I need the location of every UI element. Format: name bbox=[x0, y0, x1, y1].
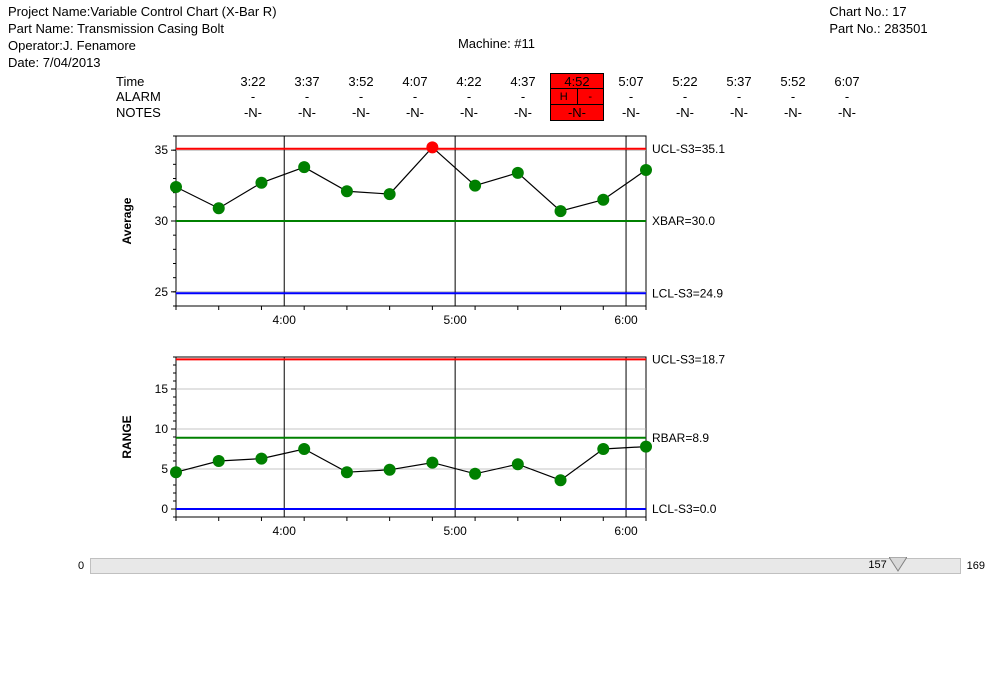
date-value: 7/04/2013 bbox=[39, 55, 100, 70]
svg-text:5:00: 5:00 bbox=[443, 313, 467, 327]
time-cell: 5:07 bbox=[604, 74, 658, 89]
notes-cell: -N- bbox=[226, 105, 280, 120]
time-cell: 5:37 bbox=[712, 74, 766, 89]
chart-no-value: 17 bbox=[889, 4, 907, 19]
notes-cell: -N- bbox=[766, 105, 820, 120]
part-no-line: Part No.: 283501 bbox=[829, 21, 985, 38]
svg-text:Average: Average bbox=[120, 197, 134, 244]
svg-text:25: 25 bbox=[155, 284, 169, 298]
alarm-cell: - bbox=[712, 89, 766, 105]
alarm-cell: - bbox=[604, 89, 658, 105]
alarm-cell: - bbox=[766, 89, 820, 105]
range-chart: 0 5 10 15 4:00 5:00 6:00 UCL-S3=18.7 RBAR=8.9 LCL… bbox=[116, 347, 756, 547]
charts: 25 30 35 4:00 5:00 6:00 UCL-S3=35.1 XBAR=30.0 LC… bbox=[116, 126, 985, 550]
part-no-label: Part No.: bbox=[829, 21, 880, 36]
svg-text:6:00: 6:00 bbox=[614, 524, 638, 538]
svg-text:RANGE: RANGE bbox=[120, 415, 134, 458]
machine-value: #11 bbox=[511, 36, 535, 51]
operator-label: Operator: bbox=[8, 38, 63, 53]
svg-text:RBAR=8.9: RBAR=8.9 bbox=[652, 430, 709, 444]
slider-max-label: 169 bbox=[967, 560, 985, 572]
notes-cell: -N- bbox=[550, 104, 604, 121]
part-no-value: 283501 bbox=[881, 21, 928, 36]
time-cell: 3:22 bbox=[226, 74, 280, 89]
average-chart: 25 30 35 4:00 5:00 6:00 UCL-S3=35.1 XBAR=30.0 LC… bbox=[116, 126, 756, 336]
notes-cell: -N- bbox=[658, 105, 712, 120]
date-line: Date: 7/04/2013 bbox=[8, 55, 334, 72]
part-name-value: Transmission Casing Bolt bbox=[74, 21, 224, 36]
header-right: Chart No.: 17 Part No.: 283501 bbox=[659, 4, 985, 72]
notes-cell: -N- bbox=[496, 105, 550, 120]
svg-text:5:00: 5:00 bbox=[443, 524, 467, 538]
notes-cell: -N- bbox=[388, 105, 442, 120]
svg-text:UCL-S3=35.1: UCL-S3=35.1 bbox=[652, 141, 725, 155]
alarm-cell: - bbox=[820, 89, 874, 105]
svg-text:10: 10 bbox=[155, 422, 169, 436]
svg-text:30: 30 bbox=[155, 214, 169, 228]
project-value: Variable Control Chart (X-Bar R) bbox=[90, 4, 276, 19]
svg-text:LCL-S3=0.0: LCL-S3=0.0 bbox=[652, 502, 717, 516]
svg-text:6:00: 6:00 bbox=[614, 313, 638, 327]
operator-value: J. Fenamore bbox=[63, 38, 136, 53]
alarm-row-label: ALARM bbox=[116, 89, 226, 105]
project-label: Project Name: bbox=[8, 4, 90, 19]
alarm-cell: - bbox=[658, 89, 712, 105]
chart-no-label: Chart No.: bbox=[829, 4, 888, 19]
time-cell: 4:07 bbox=[388, 74, 442, 89]
alarm-cell: - bbox=[388, 89, 442, 105]
machine-line: Machine: #11 bbox=[334, 36, 660, 51]
svg-text:XBAR=30.0: XBAR=30.0 bbox=[652, 214, 715, 228]
notes-cell: -N- bbox=[280, 105, 334, 120]
alarm-cell: - bbox=[442, 89, 496, 105]
alarm-cell: - bbox=[334, 89, 388, 105]
time-cell: 4:22 bbox=[442, 74, 496, 89]
part-name-line: Part Name: Transmission Casing Bolt bbox=[8, 21, 334, 38]
header-center: Machine: #11 bbox=[334, 4, 660, 72]
svg-text:15: 15 bbox=[155, 382, 169, 396]
notes-cell: -N- bbox=[334, 105, 388, 120]
svg-text:5: 5 bbox=[161, 462, 168, 476]
slider-value-label: 157 bbox=[868, 559, 886, 571]
time-cell: 3:37 bbox=[280, 74, 334, 89]
machine-label: Machine: bbox=[458, 36, 511, 51]
notes-cell: -N- bbox=[712, 105, 766, 120]
project-line: Project Name:Variable Control Chart (X-B… bbox=[8, 4, 334, 21]
time-cell: 3:52 bbox=[334, 74, 388, 89]
svg-text:UCL-S3=18.7: UCL-S3=18.7 bbox=[652, 352, 725, 366]
header-left: Project Name:Variable Control Chart (X-B… bbox=[8, 4, 334, 72]
time-cell: 5:52 bbox=[766, 74, 820, 89]
svg-text:0: 0 bbox=[161, 502, 168, 516]
time-cell: 6:07 bbox=[820, 74, 874, 89]
notes-cell: -N- bbox=[604, 105, 658, 120]
svg-text:LCL-S3=24.9: LCL-S3=24.9 bbox=[652, 286, 723, 300]
chart-no-line: Chart No.: 17 bbox=[829, 4, 985, 21]
notes-cell: -N- bbox=[820, 105, 874, 120]
date-label: Date: bbox=[8, 55, 39, 70]
svg-text:4:00: 4:00 bbox=[273, 524, 297, 538]
part-name-label: Part Name: bbox=[8, 21, 74, 36]
alarm-cell: - bbox=[226, 89, 280, 105]
time-cell: 4:37 bbox=[496, 74, 550, 89]
slider-min-label: 0 bbox=[78, 560, 84, 572]
slider-track[interactable]: 157 bbox=[90, 558, 961, 574]
alarm-cell: - bbox=[280, 89, 334, 105]
time-row-label: Time bbox=[116, 74, 226, 89]
time-cell: 5:22 bbox=[658, 74, 712, 89]
operator-line: Operator:J. Fenamore bbox=[8, 38, 334, 55]
svg-text:4:00: 4:00 bbox=[273, 313, 297, 327]
alarm-cell: - bbox=[496, 89, 550, 105]
svg-text:35: 35 bbox=[155, 143, 169, 157]
notes-row-label: NOTES bbox=[116, 105, 226, 120]
notes-cell: -N- bbox=[442, 105, 496, 120]
scroll-slider[interactable]: 0 157 169 bbox=[78, 558, 985, 574]
time-alarm-notes-grid: Time3:223:373:524:074:224:374:525:075:22… bbox=[116, 74, 985, 120]
header: Project Name:Variable Control Chart (X-B… bbox=[8, 4, 985, 72]
